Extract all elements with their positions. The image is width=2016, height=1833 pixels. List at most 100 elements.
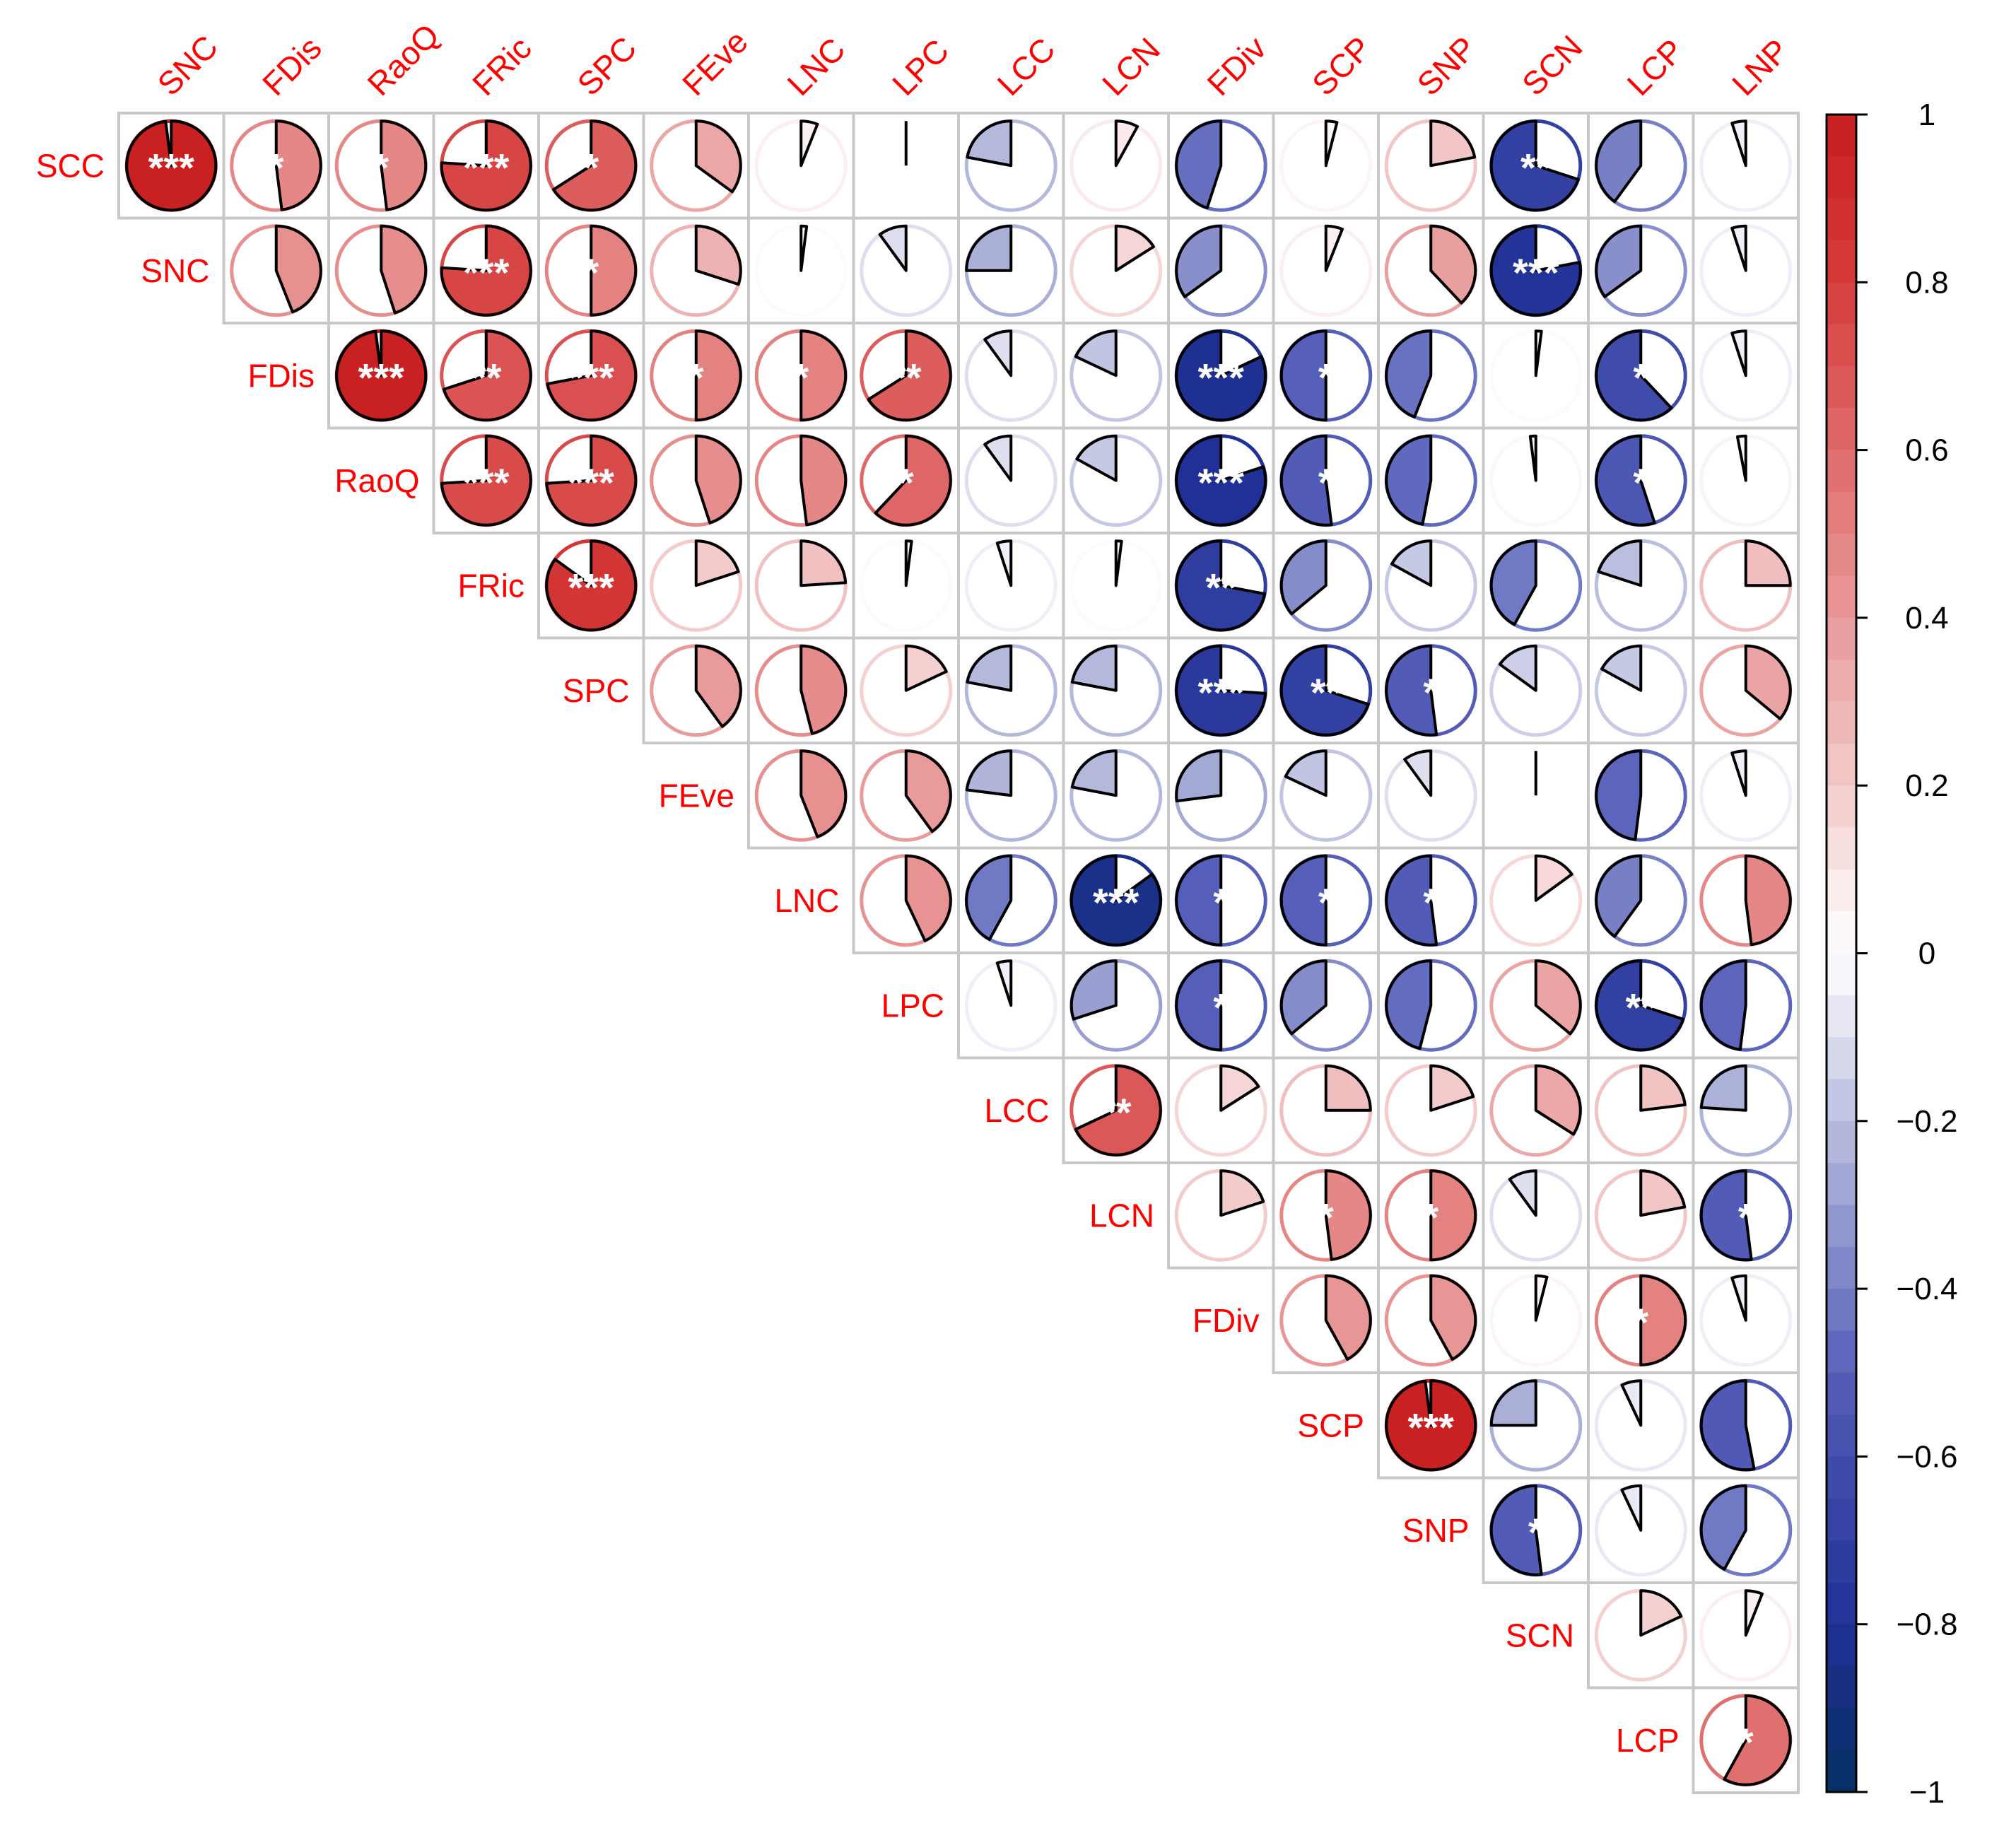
- pie-cell: [1594, 1064, 1687, 1157]
- colorbar-step: [1827, 701, 1856, 744]
- pie-cell: [1279, 119, 1373, 212]
- pie-cell: [1384, 329, 1477, 422]
- pie-cell: **: [1489, 119, 1583, 212]
- pie-wedge: [442, 329, 532, 422]
- pie-cell: *: [754, 329, 848, 422]
- column-label: FRic: [465, 29, 539, 103]
- pie-wedge: [1324, 1064, 1372, 1112]
- pie-wedge: [1595, 224, 1643, 298]
- pie-cell: [754, 539, 848, 632]
- pie-wedge: [904, 854, 952, 942]
- pie-cell: [1384, 1274, 1477, 1367]
- colorbar-step: [1827, 1456, 1856, 1499]
- pie-wedge: [1385, 854, 1438, 947]
- row-label: RaoQ: [334, 462, 419, 499]
- significance-label: **: [1101, 1090, 1132, 1135]
- pie-wedge: [1324, 119, 1339, 168]
- pie-wedge: [1070, 644, 1118, 692]
- pie-wedge: [1489, 539, 1537, 626]
- colorbar-step: [1827, 1246, 1856, 1290]
- column-label: LCN: [1095, 30, 1167, 103]
- pie-wedge: [799, 539, 848, 587]
- pie-cell: [1384, 119, 1477, 212]
- significance-label: **: [1520, 145, 1552, 189]
- pie-cell: **: [1069, 1064, 1163, 1157]
- colorbar-tick-label: 0.2: [1905, 768, 1948, 803]
- pie-wedge: [546, 329, 638, 422]
- pie-wedge: [799, 434, 848, 527]
- pie-cell: [754, 224, 848, 317]
- pie-cell: *: [860, 434, 953, 527]
- pie-cell: *: [1594, 434, 1687, 527]
- significance-label: *: [898, 460, 914, 505]
- pie-cell: [1069, 959, 1163, 1052]
- pie-cell: [1489, 1378, 1583, 1472]
- row-label: FRic: [457, 567, 524, 604]
- pie-cell: *: [1279, 434, 1373, 527]
- pie-wedge: [1744, 854, 1792, 947]
- pie-wedge: [995, 959, 1013, 1007]
- pie-wedge: [440, 224, 532, 317]
- colorbar-step: [1827, 995, 1856, 1038]
- pie-cell: ***: [440, 224, 533, 317]
- row-label: SNC: [141, 252, 209, 289]
- pie-cell: [1384, 224, 1477, 317]
- row-label: SCC: [36, 147, 105, 184]
- pie-cell: [1489, 434, 1583, 527]
- pie-cell: [860, 749, 953, 842]
- pie-cell: [1699, 854, 1793, 947]
- pie-wedge: [1175, 224, 1223, 298]
- pie-wedge: [1279, 959, 1328, 1036]
- column-label: FDis: [255, 29, 329, 103]
- pie-cell: [1279, 1274, 1373, 1367]
- colorbar-step: [1827, 1289, 1856, 1332]
- column-label: LNC: [780, 30, 852, 103]
- pie-wedge: [1534, 854, 1573, 902]
- pie-wedge: [904, 644, 948, 692]
- row-label: SNP: [1402, 1512, 1470, 1549]
- pie-wedge: [694, 644, 742, 728]
- pie-wedge: [1114, 539, 1123, 587]
- pie-wedge: [1069, 959, 1118, 1021]
- pie-cell: [1489, 644, 1583, 737]
- pie-wedge: [1534, 329, 1543, 377]
- pie-cell: [1594, 1378, 1687, 1472]
- colorbar-step: [1827, 240, 1856, 283]
- colorbar-step: [1827, 365, 1856, 409]
- pie-wedge: [1600, 644, 1643, 692]
- colorbar-step: [1827, 1666, 1856, 1709]
- pie-cell: [964, 854, 1057, 947]
- pie-cell: **: [860, 329, 953, 422]
- pie-cell: [1384, 434, 1477, 527]
- pie-wedge: [1730, 1274, 1747, 1322]
- pie-cell: [1069, 539, 1163, 632]
- pie-cell: ***: [1384, 1378, 1477, 1472]
- pie-wedge: [1744, 539, 1792, 587]
- column-labels: SNC FDis RaoQ FRic SPC FEve LNC LPC LCC LCN FDiv SC…: [151, 16, 1796, 103]
- pie-cell: [964, 434, 1057, 527]
- pie-wedge: [1699, 1379, 1756, 1472]
- significance-label: **: [471, 355, 502, 399]
- column-label: LPC: [885, 32, 956, 103]
- pie-cell: [1069, 119, 1163, 212]
- pie-wedge: [1699, 959, 1747, 1051]
- pie-cell: [1069, 329, 1163, 422]
- pie-wedge: [1489, 224, 1582, 317]
- pie-wedge: [1489, 119, 1580, 212]
- pie-wedge: [1528, 434, 1537, 482]
- significance-label: *: [1423, 880, 1438, 925]
- pie-cell: [1699, 959, 1793, 1052]
- pie-wedge: [1385, 959, 1433, 1050]
- colorbar-step: [1827, 911, 1856, 954]
- pie-wedge: [1074, 1064, 1162, 1156]
- row-label: LCC: [984, 1092, 1049, 1129]
- pie-wedge: [1730, 329, 1747, 377]
- pie-cell: [650, 644, 743, 737]
- significance-label: *: [1633, 355, 1648, 399]
- pie-cell: *: [1699, 1169, 1793, 1262]
- colorbar-step: [1827, 1120, 1856, 1164]
- pie-cell: [860, 644, 953, 737]
- pie-wedge: [1534, 1274, 1549, 1322]
- cells-layer: *** * * *** * ***** * ****** ** *** * * ** *** * **** **…: [124, 119, 1793, 1787]
- significance-label: ***: [1513, 250, 1559, 295]
